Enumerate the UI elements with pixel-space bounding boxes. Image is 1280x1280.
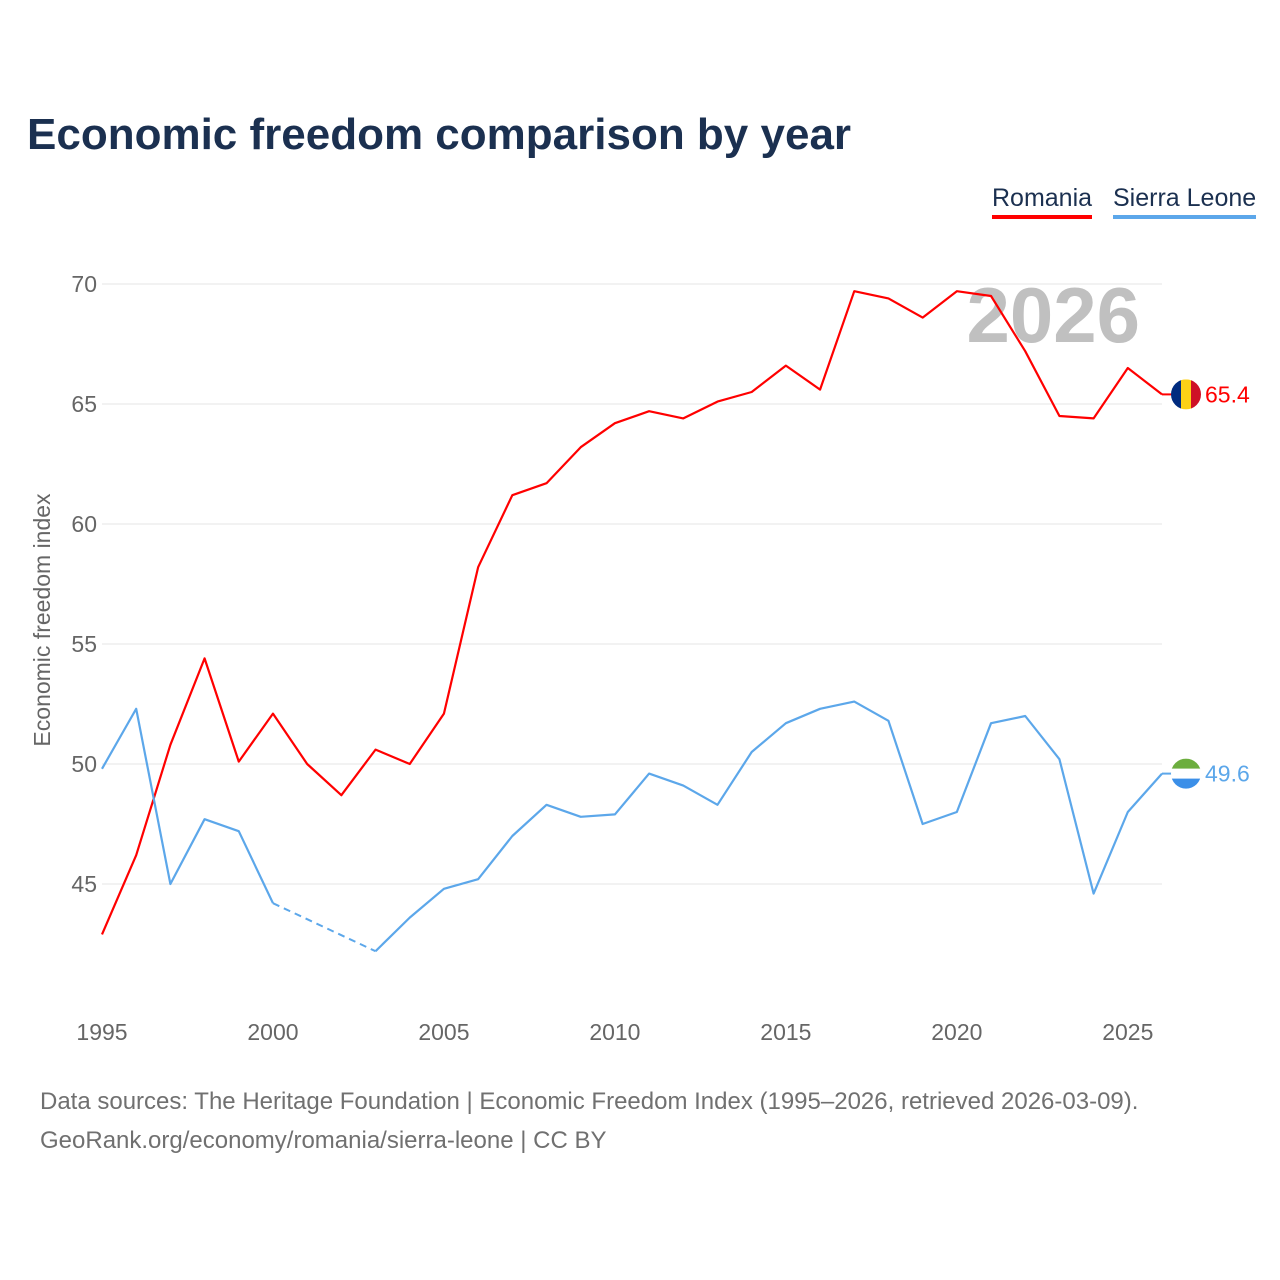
x-tick-label: 2010: [589, 1019, 640, 1045]
data-point[interactable]: [885, 718, 891, 724]
y-tick-label: 45: [71, 871, 97, 897]
data-point[interactable]: [202, 655, 208, 661]
sierra-leone-flag-icon: [1171, 758, 1201, 789]
data-point[interactable]: [133, 852, 139, 858]
x-tick-label: 1995: [76, 1019, 127, 1045]
romania-flag-icon: [1171, 379, 1201, 410]
data-point[interactable]: [373, 747, 379, 753]
data-point[interactable]: [167, 881, 173, 887]
y-tick-label: 65: [71, 391, 97, 417]
data-point[interactable]: [920, 315, 926, 321]
end-value-label: 49.6: [1205, 761, 1250, 787]
data-point[interactable]: [817, 387, 823, 393]
data-point[interactable]: [544, 480, 550, 486]
data-point[interactable]: [954, 809, 960, 815]
x-tick-label: 2005: [418, 1019, 469, 1045]
data-point[interactable]: [509, 492, 515, 498]
end-value-label: 65.4: [1205, 381, 1250, 407]
data-point[interactable]: [441, 886, 447, 892]
x-tick-label: 2025: [1102, 1019, 1153, 1045]
data-point[interactable]: [338, 792, 344, 798]
legend-item-sierra-leone[interactable]: Sierra Leone: [1113, 184, 1257, 219]
y-axis-label: Economic freedom index: [29, 493, 55, 747]
data-point[interactable]: [475, 564, 481, 570]
data-point[interactable]: [1125, 809, 1131, 815]
data-point[interactable]: [851, 699, 857, 705]
y-tick-label: 60: [71, 511, 97, 537]
data-point[interactable]: [783, 720, 789, 726]
data-point[interactable]: [1022, 348, 1028, 354]
data-point[interactable]: [544, 802, 550, 808]
data-point[interactable]: [1125, 365, 1131, 371]
data-point[interactable]: [99, 766, 105, 772]
data-point[interactable]: [885, 295, 891, 301]
data-point[interactable]: [202, 816, 208, 822]
data-point[interactable]: [954, 288, 960, 294]
data-point[interactable]: [1056, 413, 1062, 419]
y-tick-label: 70: [71, 271, 97, 297]
data-point[interactable]: [612, 420, 618, 426]
data-point[interactable]: [680, 415, 686, 421]
data-point[interactable]: [509, 833, 515, 839]
data-point[interactable]: [373, 948, 379, 954]
chart-title: Economic freedom comparison by year: [27, 110, 852, 159]
series-line-romania: [100, 290, 1163, 935]
data-point[interactable]: [612, 811, 618, 817]
data-point[interactable]: [133, 706, 139, 712]
data-point[interactable]: [167, 742, 173, 748]
data-point[interactable]: [304, 761, 310, 767]
data-point[interactable]: [578, 814, 584, 820]
data-point[interactable]: [578, 444, 584, 450]
data-point[interactable]: [270, 711, 276, 717]
data-point[interactable]: [714, 399, 720, 405]
data-point[interactable]: [407, 915, 413, 921]
data-point[interactable]: [646, 771, 652, 777]
data-point[interactable]: [920, 821, 926, 827]
data-point[interactable]: [236, 828, 242, 834]
data-point[interactable]: [783, 363, 789, 369]
data-point[interactable]: [407, 761, 413, 767]
data-point[interactable]: [270, 900, 276, 906]
series-line-sierra-leone: [101, 707, 274, 904]
data-point[interactable]: [988, 293, 994, 299]
y-tick-label: 55: [71, 631, 97, 657]
footer-link[interactable]: GeoRank.org/economy/romania/sierra-leone…: [40, 1127, 607, 1154]
data-point[interactable]: [475, 876, 481, 882]
data-point[interactable]: [680, 783, 686, 789]
data-point[interactable]: [1056, 756, 1062, 762]
series-line-sierra-leone: [374, 700, 1163, 952]
data-point[interactable]: [714, 802, 720, 808]
data-point[interactable]: [988, 720, 994, 726]
data-point[interactable]: [851, 288, 857, 294]
x-tick-label: 2000: [247, 1019, 298, 1045]
data-point[interactable]: [236, 759, 242, 765]
data-point[interactable]: [99, 931, 105, 937]
year-watermark: 2026: [966, 271, 1140, 359]
x-tick-label: 2015: [760, 1019, 811, 1045]
data-point[interactable]: [817, 706, 823, 712]
data-point[interactable]: [749, 749, 755, 755]
gap-segment: [272, 902, 376, 953]
x-tick-label: 2020: [931, 1019, 982, 1045]
data-point[interactable]: [646, 408, 652, 414]
data-point[interactable]: [749, 389, 755, 395]
data-point[interactable]: [1091, 891, 1097, 897]
data-point[interactable]: [1091, 415, 1097, 421]
footer-sources: Data sources: The Heritage Foundation | …: [40, 1088, 1139, 1115]
data-point[interactable]: [1022, 713, 1028, 719]
y-tick-label: 50: [71, 751, 97, 777]
legend-item-romania[interactable]: Romania: [992, 184, 1093, 219]
data-point[interactable]: [441, 711, 447, 717]
